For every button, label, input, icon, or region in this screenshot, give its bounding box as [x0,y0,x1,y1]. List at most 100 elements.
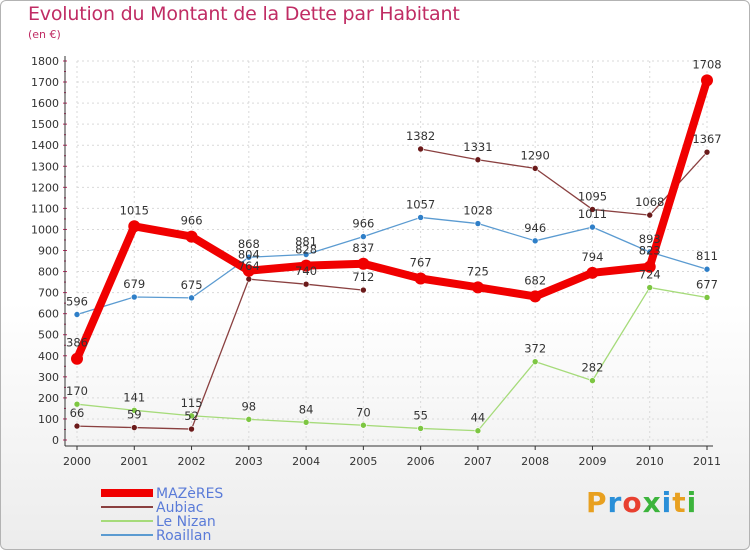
data-label-maz-res: 1708 [692,57,721,71]
data-point-roaillan [589,223,596,231]
y-tick-label: 1600 [31,97,59,110]
data-point-le-nizan [130,407,138,414]
data-point-maz-res [128,220,141,233]
data-label-maz-res: 682 [524,273,546,287]
data-label-aubiac: 1068 [635,195,664,209]
y-tick-label: 1100 [31,202,59,215]
data-label-aubiac: 712 [352,270,374,284]
chart-subtitle: (en €) [28,28,61,41]
data-label-maz-res: 966 [181,214,203,228]
y-tick-label: 0 [52,434,59,447]
y-tick-label: 1200 [31,181,59,194]
data-label-aubiac: 740 [295,264,317,278]
series-line-roaillan [76,216,708,316]
data-point-roaillan [703,265,711,273]
chart-title: Evolution du Montant de la Dette par Hab… [28,3,460,25]
data-label-aubiac: 764 [238,259,260,273]
legend-label-aubiac: Aubiac [156,500,204,516]
data-point-le-nizan [73,400,81,408]
data-label-maz-res: 1015 [120,203,149,217]
data-point-le-nizan [703,294,711,301]
data-point-maz-res [242,264,255,277]
data-point-maz-res [643,260,656,273]
x-tick-label: 2005 [349,455,377,468]
data-point-maz-res [471,281,484,294]
data-point-le-nizan [302,419,310,426]
y-tick-label: 1300 [31,160,59,173]
data-label-le-nizan: 282 [581,361,603,375]
data-label-le-nizan: 84 [299,402,314,416]
data-label-maz-res: 794 [581,250,603,264]
y-tick-label: 400 [38,350,59,363]
x-tick-label: 2004 [292,455,320,468]
y-tick-label: 900 [38,245,59,258]
legend-label-le-nizan: Le Nizan [156,514,216,530]
data-label-roaillan: 596 [66,295,88,309]
data-point-maz-res [414,272,427,285]
x-tick-label: 2006 [407,455,435,468]
data-point-aubiac [73,422,81,430]
data-point-aubiac [302,280,310,288]
series-line-maz-res [73,76,711,363]
data-point-roaillan [245,253,253,261]
data-label-roaillan: 1057 [406,197,435,211]
data-label-maz-res: 823 [639,244,661,258]
data-label-maz-res: 828 [295,243,317,257]
data-point-le-nizan [245,416,253,423]
data-label-aubiac: 52 [184,409,199,423]
data-label-le-nizan: 98 [241,399,256,413]
y-tick-label: 700 [38,287,59,300]
data-label-roaillan: 966 [352,217,374,231]
x-tick-label: 2009 [578,455,606,468]
data-point-maz-res [357,257,370,270]
y-tick-label: 500 [38,329,59,342]
legend-label-maz-res: MAZèRES [156,486,223,502]
proxiti-logo: Proxiti [586,486,698,519]
data-point-le-nizan [188,412,195,420]
y-tick-label: 1700 [31,76,59,89]
legend-label-roaillan: Roaillan [156,528,211,544]
data-point-roaillan [531,237,539,245]
y-tick-label: 800 [38,266,59,279]
data-label-le-nizan: 677 [696,277,718,291]
data-point-aubiac [130,424,138,431]
data-point-aubiac [245,275,253,283]
data-label-maz-res: 725 [467,264,489,278]
data-point-aubiac [703,148,711,156]
y-tick-label: 600 [38,308,59,321]
data-label-roaillan: 1011 [578,207,607,221]
x-tick-label: 2010 [636,455,664,468]
series-line-le-nizan [76,286,708,432]
series-line-aubiac [76,278,365,430]
data-label-le-nizan: 55 [413,408,428,422]
data-point-le-nizan [474,427,482,435]
data-label-aubiac: 66 [70,406,85,420]
data-point-maz-res [701,74,713,87]
x-tick-label: 2008 [521,455,549,468]
data-point-roaillan [474,220,482,227]
y-tick-label: 1800 [31,55,59,68]
data-label-le-nizan: 141 [123,390,145,404]
data-label-roaillan: 893 [639,232,661,246]
data-point-aubiac [646,211,654,219]
data-point-roaillan [73,311,81,318]
data-label-le-nizan: 44 [471,411,486,425]
series-line-aubiac-part2 [419,148,708,216]
data-point-aubiac [188,425,195,433]
data-point-maz-res [586,266,599,279]
data-point-maz-res [71,352,83,365]
data-point-le-nizan [589,377,596,384]
data-label-roaillan: 868 [238,237,260,251]
data-label-le-nizan: 372 [524,342,546,356]
data-point-le-nizan [417,425,424,432]
data-label-le-nizan: 724 [639,268,661,282]
data-label-maz-res: 837 [352,241,374,255]
data-point-maz-res [529,290,542,303]
data-point-roaillan [417,214,424,221]
data-label-roaillan: 881 [295,235,317,249]
data-point-maz-res [185,230,198,243]
data-point-le-nizan [360,421,367,429]
x-tick-label: 2002 [178,455,206,468]
data-label-roaillan: 1028 [463,204,492,218]
x-tick-label: 2000 [63,455,91,468]
